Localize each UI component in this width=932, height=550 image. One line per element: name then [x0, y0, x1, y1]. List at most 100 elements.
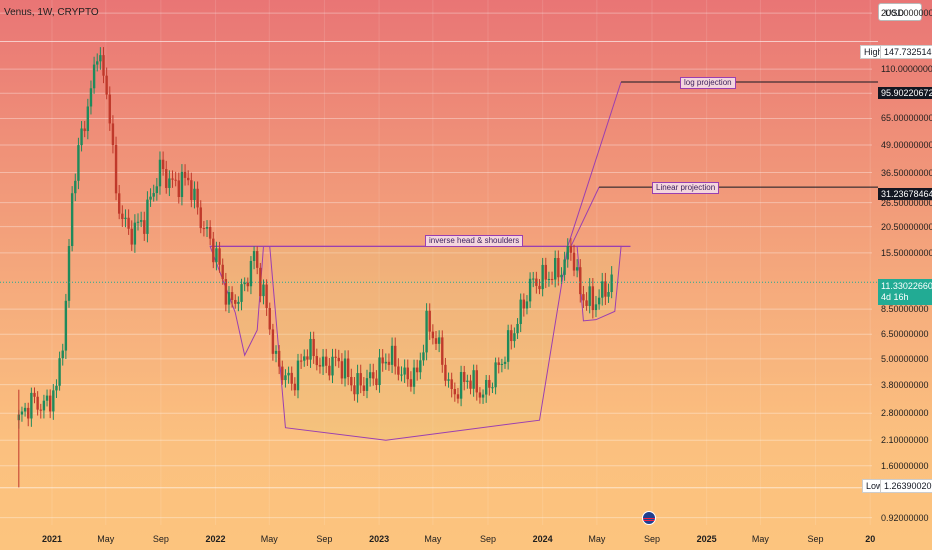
candle-body: [497, 362, 500, 365]
candle-body: [359, 373, 362, 386]
candle-body: [99, 55, 102, 62]
candle-body: [287, 372, 290, 376]
candle-body: [124, 217, 127, 219]
candle-body: [365, 378, 369, 391]
candle-body: [92, 64, 96, 89]
candle-body: [45, 395, 49, 401]
candle-body: [265, 284, 268, 308]
x-tick-label: May: [751, 534, 769, 544]
candle-body: [569, 246, 573, 253]
candle-body: [234, 299, 237, 304]
candle-body: [331, 356, 334, 376]
candle-body: [513, 333, 516, 342]
candle-body: [321, 356, 325, 367]
candle-body: [259, 267, 262, 297]
candle-body: [299, 360, 303, 362]
candle-body: [224, 279, 228, 305]
current-price-value: 11.33022660: [881, 281, 932, 291]
candle-body: [67, 246, 71, 301]
candle-body: [535, 278, 538, 286]
candle-body: [469, 380, 472, 389]
candle-body: [117, 193, 121, 214]
candle-body: [541, 264, 544, 290]
candle-body: [33, 392, 36, 397]
currency-button[interactable]: USD: [878, 3, 922, 21]
candle-body: [30, 392, 33, 419]
candle-body: [271, 329, 275, 354]
candle-body: [312, 338, 315, 357]
candle-body: [102, 55, 105, 76]
candle-body: [61, 350, 64, 359]
candle-body: [390, 345, 394, 365]
candle-body: [591, 286, 595, 311]
candle-body: [221, 264, 224, 280]
x-tick-label: 2023: [369, 534, 390, 544]
candle-body: [340, 361, 344, 379]
high-value: 147.73251460: [880, 45, 932, 59]
y-tick-label: 49.00000000: [881, 139, 932, 150]
candle-body: [180, 171, 184, 198]
candle-body: [334, 356, 337, 358]
candle-body: [227, 292, 231, 305]
candle-body: [447, 379, 450, 381]
candle-body: [394, 345, 397, 367]
y-tick-label: 15.50000000: [881, 247, 932, 258]
candle-body: [510, 330, 513, 342]
linear-projection-value: 31.23678464: [878, 188, 932, 200]
candle-body: [585, 300, 588, 306]
candle-body: [284, 375, 287, 381]
candle-body: [403, 367, 406, 375]
candle-body: [456, 394, 460, 399]
candle-body: [579, 267, 582, 295]
candle-body: [362, 385, 366, 391]
low-value: 1.26390020: [880, 479, 932, 493]
candles: [17, 47, 613, 488]
candle-body: [516, 323, 519, 334]
candle-body: [306, 356, 309, 360]
candle-body: [293, 383, 297, 391]
candle-body: [472, 370, 475, 389]
candle-body: [246, 282, 249, 287]
candle-body: [199, 207, 202, 229]
candle-body: [133, 222, 137, 245]
x-tick-label: Sep: [643, 534, 660, 544]
candle-body: [149, 196, 152, 200]
x-tick-label: May: [97, 534, 115, 544]
candle-body: [601, 281, 604, 298]
candle-body: [597, 297, 601, 305]
candle-body: [36, 396, 39, 410]
candle-body: [202, 228, 206, 230]
candle-body: [296, 360, 300, 391]
candle-body: [74, 180, 77, 194]
y-tick-label: 110.00000000: [881, 64, 932, 75]
candle-body: [582, 294, 585, 301]
candle-body: [165, 169, 168, 188]
us-flag-icon[interactable]: [642, 511, 656, 525]
candle-body: [111, 123, 115, 145]
candle-body: [381, 357, 384, 364]
y-tick-label: 200.00000000: [881, 8, 932, 19]
candle-body: [42, 400, 46, 411]
x-tick-label: 2024: [532, 534, 553, 544]
log-projection-value: 95.90220672: [878, 87, 932, 99]
candle-body: [262, 284, 265, 297]
candle-body: [337, 357, 340, 362]
y-tick-label: 6.50000000: [881, 329, 929, 340]
candle-body: [52, 390, 55, 412]
pattern-drawing: [209, 81, 631, 441]
x-tick-label: Sep: [479, 534, 496, 544]
candle-body: [575, 267, 579, 271]
candle-body: [607, 292, 610, 297]
countdown: 4d 16h: [881, 292, 909, 302]
candle-body: [431, 331, 435, 339]
candle-body: [553, 257, 557, 280]
candle-body: [274, 350, 278, 354]
candle-body: [121, 213, 124, 219]
candle-body: [528, 278, 532, 302]
candle-body: [572, 252, 576, 271]
candle-body: [484, 379, 488, 395]
candle-body: [58, 358, 61, 386]
candle-body: [105, 75, 108, 95]
